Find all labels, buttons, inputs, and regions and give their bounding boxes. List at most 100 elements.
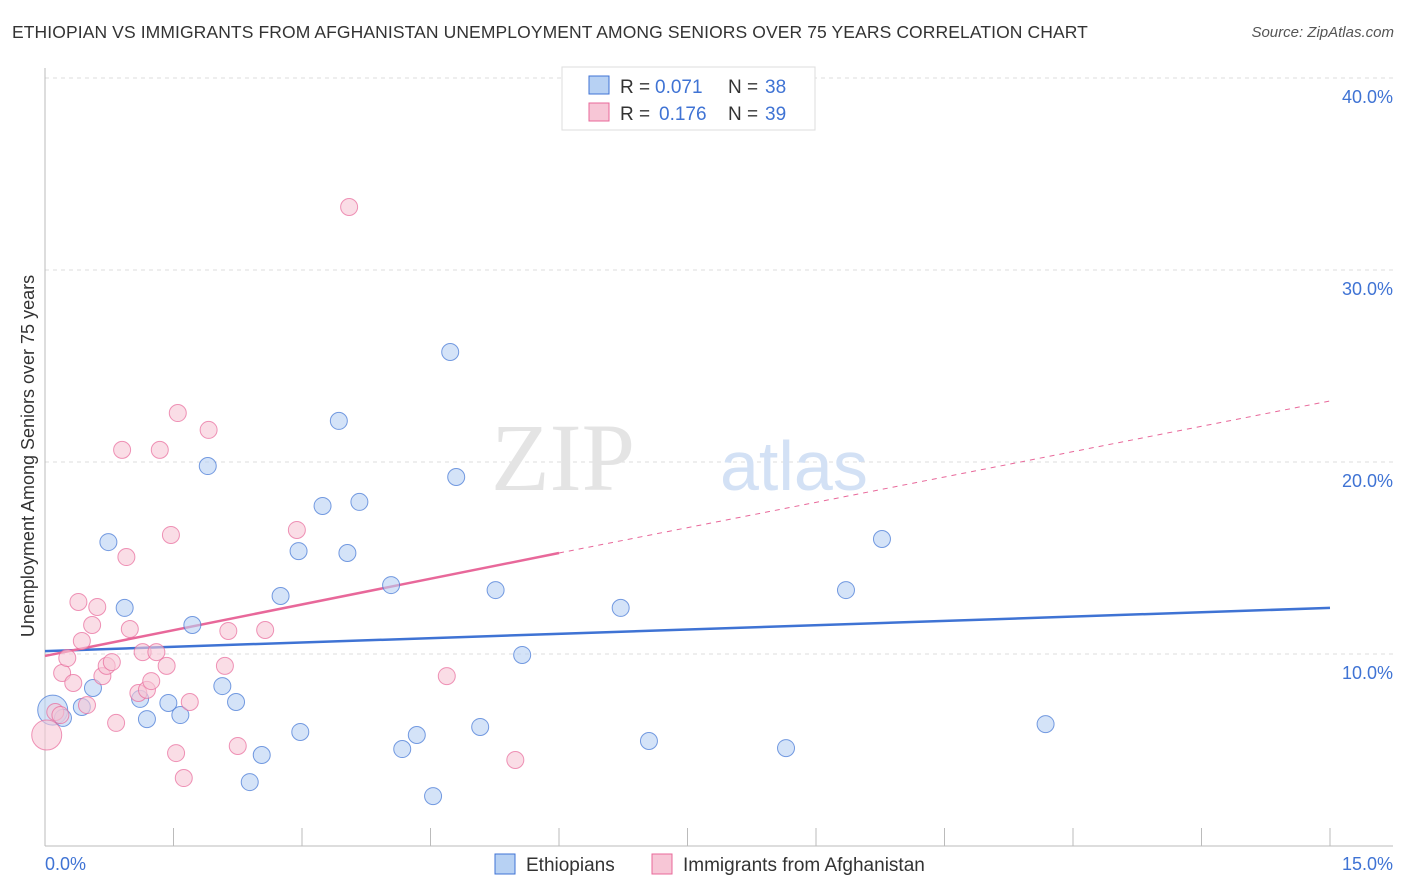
points: [31, 198, 1055, 806]
point-afghanistan: [77, 696, 96, 715]
legend-n-value: 39: [765, 104, 786, 125]
point-afghanistan: [51, 706, 70, 725]
y-tick-label: 20.0%: [1342, 471, 1393, 491]
chart-title: ETHIOPIAN VS IMMIGRANTS FROM AFGHANISTAN…: [12, 22, 1088, 42]
legend-r-label: R =: [620, 77, 650, 98]
trend-lines: [44, 400, 1331, 658]
point-ethiopians: [240, 773, 259, 792]
point-afghanistan: [167, 744, 186, 763]
point-ethiopians: [393, 740, 412, 759]
point-ethiopians: [447, 467, 466, 486]
x-tick-label-max: 15.0%: [1342, 854, 1393, 874]
point-ethiopians: [83, 678, 102, 697]
point-afghanistan: [31, 719, 63, 751]
source-label: Source: ZipAtlas.com: [1251, 24, 1394, 41]
point-afghanistan: [113, 440, 132, 459]
trend-line-afghanistan: [44, 551, 560, 658]
legend-swatch-blue: [588, 75, 610, 95]
point-afghanistan: [69, 592, 88, 611]
legend-top: R = 0.071 N = 38 R = 0.176 N = 39: [561, 66, 816, 131]
point-ethiopians: [115, 598, 134, 617]
point-afghanistan: [142, 672, 161, 691]
point-ethiopians: [338, 544, 357, 563]
point-afghanistan: [228, 736, 247, 755]
point-afghanistan: [58, 649, 77, 668]
point-ethiopians: [471, 717, 490, 736]
point-afghanistan: [150, 440, 169, 459]
point-ethiopians: [271, 587, 290, 606]
legend-n-value: 38: [765, 77, 786, 98]
point-afghanistan: [161, 525, 180, 544]
point-afghanistan: [256, 621, 275, 639]
legend-n-label: N =: [728, 77, 758, 98]
point-ethiopians: [513, 645, 532, 664]
x-tick-label-min: 0.0%: [45, 854, 86, 874]
point-afghanistan: [287, 520, 306, 539]
point-afghanistan: [107, 713, 126, 732]
legend-swatch-afghanistan: [651, 853, 673, 875]
watermark-zip: ZIP: [491, 404, 635, 511]
point-ethiopians: [137, 710, 156, 729]
point-ethiopians: [486, 581, 505, 600]
legend-r-value: 0.071: [655, 77, 703, 98]
point-ethiopians: [329, 411, 348, 430]
legend-label-ethiopians: Ethiopians: [526, 855, 615, 876]
point-ethiopians: [252, 745, 271, 764]
axes: [44, 68, 1393, 847]
trend-line-ethiopians: [44, 606, 1331, 653]
point-afghanistan: [199, 420, 218, 439]
y-tick-label: 40.0%: [1342, 87, 1393, 107]
point-ethiopians: [777, 739, 796, 758]
point-ethiopians: [1036, 715, 1055, 734]
point-afghanistan: [147, 643, 166, 662]
point-ethiopians: [159, 693, 178, 712]
legend-swatch-pink: [588, 102, 610, 122]
legend-n-label: N =: [728, 104, 758, 125]
point-afghanistan: [174, 769, 193, 788]
point-ethiopians: [291, 722, 310, 741]
point-ethiopians: [382, 576, 401, 595]
legend-r-label: R =: [620, 104, 650, 125]
point-ethiopians: [183, 616, 202, 635]
legend-r-value: 0.176: [659, 104, 707, 125]
trend-line-afghanistan-extrapolated: [558, 400, 1331, 554]
point-ethiopians: [171, 706, 190, 725]
gridlines: [45, 77, 1393, 655]
point-afghanistan: [120, 620, 139, 639]
point-afghanistan: [340, 198, 359, 217]
point-afghanistan: [219, 621, 238, 640]
point-afghanistan: [168, 404, 187, 423]
y-tick-labels: 10.0% 20.0% 30.0% 40.0%: [1342, 87, 1393, 683]
legend-swatch-ethiopians: [494, 853, 516, 875]
point-afghanistan: [72, 631, 91, 650]
y-tick-label: 30.0%: [1342, 279, 1393, 299]
point-afghanistan: [102, 653, 121, 672]
point-afghanistan: [64, 673, 83, 692]
point-afghanistan: [117, 548, 136, 567]
point-afghanistan: [180, 693, 199, 711]
legend-bottom: Ethiopians Immigrants from Afghanistan: [494, 853, 925, 876]
point-ethiopians: [611, 598, 630, 617]
watermark-atlas: atlas: [720, 427, 868, 505]
point-ethiopians: [350, 492, 369, 511]
point-ethiopians: [213, 677, 232, 696]
point-ethiopians: [639, 731, 658, 750]
point-ethiopians: [227, 693, 246, 711]
point-ethiopians: [99, 533, 118, 552]
point-ethiopians: [872, 529, 891, 548]
point-ethiopians: [289, 542, 308, 561]
point-ethiopians: [407, 726, 426, 745]
point-ethiopians: [441, 342, 460, 361]
point-ethiopians: [836, 581, 855, 600]
point-afghanistan: [83, 616, 102, 635]
point-afghanistan: [437, 667, 456, 686]
point-afghanistan: [88, 597, 107, 616]
point-ethiopians: [424, 787, 443, 806]
point-ethiopians: [198, 457, 217, 476]
legend-label-afghanistan: Immigrants from Afghanistan: [683, 855, 925, 876]
point-afghanistan: [215, 656, 234, 675]
point-afghanistan: [157, 656, 176, 675]
y-axis-label: Unemployment Among Seniors over 75 years: [18, 275, 38, 637]
y-tick-label: 10.0%: [1342, 663, 1393, 683]
